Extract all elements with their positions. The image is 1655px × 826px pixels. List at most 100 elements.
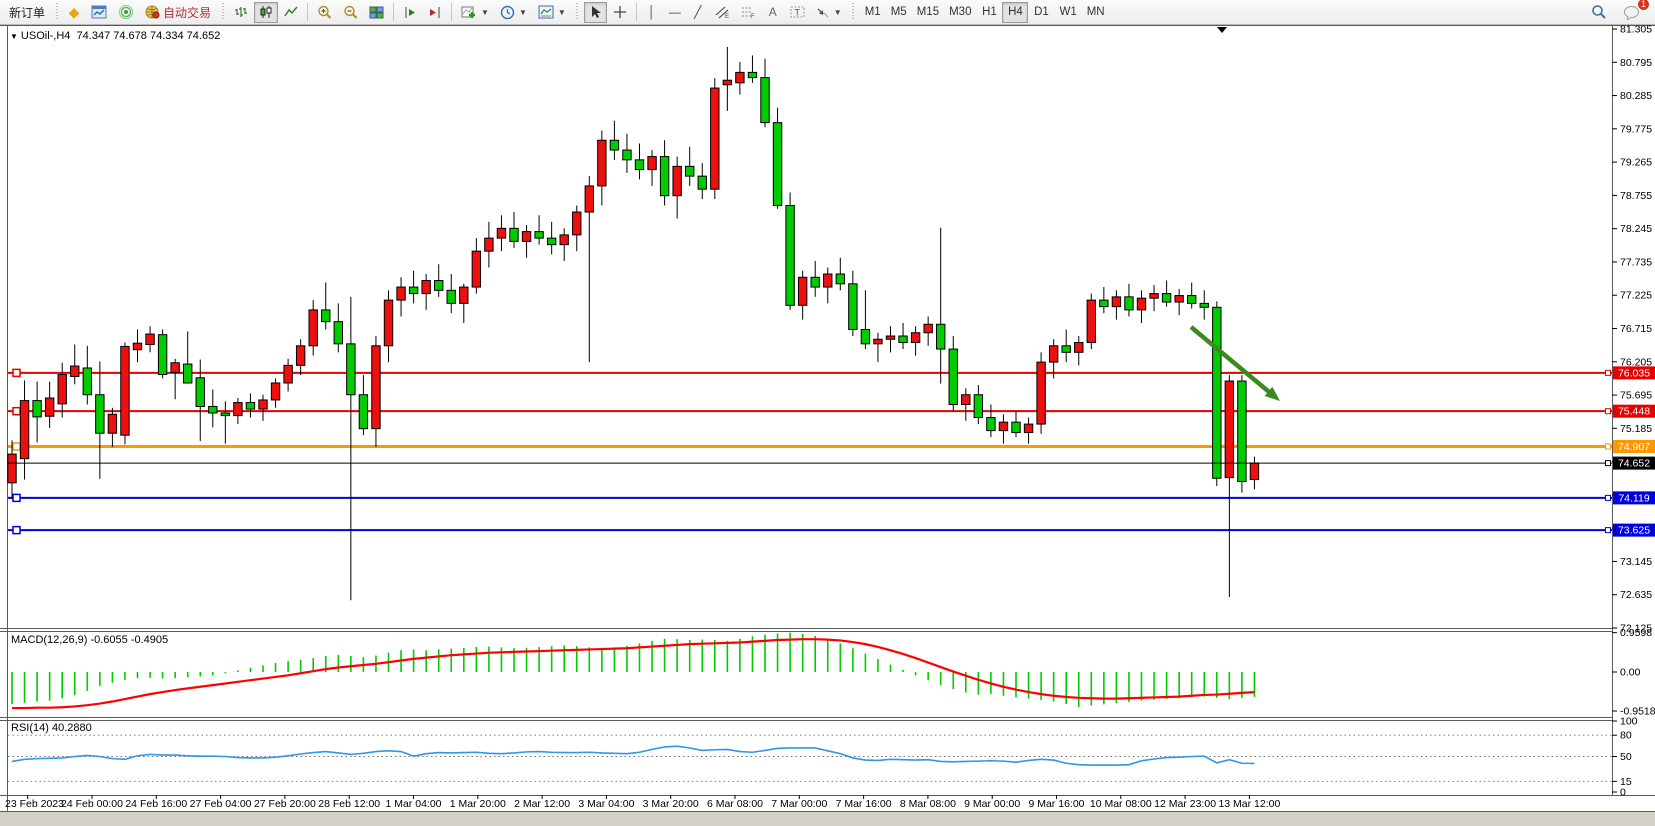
svg-text:2 Mar 12:00: 2 Mar 12:00 [514, 798, 570, 810]
svg-text:7 Mar 00:00: 7 Mar 00:00 [771, 798, 827, 810]
cursor-icon [591, 6, 601, 18]
zoom-in-button[interactable] [312, 2, 337, 23]
svg-text:76.035: 76.035 [1618, 367, 1650, 379]
dropdown-caret-icon: ▼ [833, 7, 842, 17]
svg-text:81.305: 81.305 [1620, 24, 1652, 36]
new-chart-button[interactable] [86, 2, 112, 23]
chat-bubble-icon [1624, 5, 1639, 20]
autotrading-globe-icon [145, 5, 160, 19]
macd-signal-line [12, 638, 1255, 710]
horizontal-line-tool-button[interactable]: — [664, 2, 686, 23]
autotrading-label: 自动交易 [163, 5, 212, 20]
svg-text:79.775: 79.775 [1620, 123, 1652, 135]
hline-handle[interactable] [12, 368, 21, 378]
price-axis[interactable]: 81.305 80.795 80.285 79.775 79.265 78.755 78.2… [1612, 24, 1652, 635]
new-order-button[interactable]: 新订单 [4, 2, 50, 23]
horizontal-line-objects[interactable] [8, 368, 1612, 535]
label-tool-button[interactable]: T [785, 2, 810, 23]
add-indicator-icon [461, 6, 476, 18]
timeframe-button-M5[interactable]: M5 [886, 2, 912, 23]
zoom-out-button[interactable] [338, 2, 363, 23]
svg-text:72.635: 72.635 [1620, 589, 1652, 601]
tile-windows-button[interactable] [364, 2, 389, 23]
ohlc-values: 74.347 74.678 74.334 74.652 [76, 30, 221, 42]
trendline-tool-button[interactable]: ╱ [687, 2, 709, 23]
indicators-button[interactable]: ▼ [456, 2, 494, 23]
timeframe-button-D1[interactable]: D1 [1028, 2, 1054, 23]
arrow-head [1264, 386, 1280, 401]
svg-text:3 Mar 20:00: 3 Mar 20:00 [643, 798, 699, 810]
svg-text:0.9598: 0.9598 [1620, 627, 1652, 639]
fibonacci-icon: F [741, 7, 755, 19]
svg-text:80: 80 [1620, 730, 1632, 742]
line-chart-type-button[interactable] [279, 2, 303, 23]
auto-scroll-button[interactable] [398, 2, 422, 23]
svg-text:76.715: 76.715 [1620, 323, 1652, 335]
hline-handle[interactable] [12, 493, 21, 503]
crosshair-icon [613, 6, 626, 18]
symbols-button[interactable]: ◆ [63, 2, 85, 23]
toolbar-grip [850, 3, 856, 21]
svg-text:78.755: 78.755 [1620, 190, 1652, 202]
macd-indicator-label: MACD(12,26,9) -0.6055 -0.4905 [11, 634, 169, 646]
svg-text:79.265: 79.265 [1620, 157, 1652, 169]
vertical-line-tool-button[interactable]: │ [641, 2, 663, 23]
svg-text:73.625: 73.625 [1618, 525, 1650, 537]
svg-text:75.448: 75.448 [1618, 406, 1650, 418]
timeframe-button-M1[interactable]: M1 [860, 2, 886, 23]
timeframe-button-W1[interactable]: W1 [1054, 2, 1081, 23]
chart-shift-marker[interactable] [1217, 27, 1227, 33]
hline-handle[interactable] [12, 442, 21, 451]
macd-pane: 0.9598 0.00 -0.9518 [11, 627, 1655, 718]
timeframe-button-M30[interactable]: M30 [944, 2, 976, 23]
price-tags: 76.035 75.448 74.907 74.119 73.625 74.652 [1605, 366, 1655, 537]
svg-text:15: 15 [1620, 776, 1632, 788]
autotrading-button[interactable]: 自动交易 [140, 2, 216, 23]
periods-button[interactable]: ▼ [495, 2, 532, 23]
crosshair-tool-button[interactable] [608, 2, 632, 23]
timeframe-button-MN[interactable]: MN [1082, 2, 1110, 23]
toolbar-separator [307, 3, 309, 21]
arrows-tool-button[interactable]: ▼ [811, 2, 847, 23]
symbol-ohlc-label[interactable]: ▼ USOil-,H4 74.347 74.678 74.334 74.652 [10, 30, 220, 42]
fibonacci-tool-button[interactable]: F [736, 2, 761, 23]
templates-button[interactable]: ▼ [533, 2, 571, 23]
search-button[interactable] [1586, 2, 1612, 23]
svg-text:T: T [794, 8, 800, 18]
market-watch-button[interactable] [113, 2, 139, 23]
collapse-triangle-icon[interactable]: ▼ [10, 32, 18, 41]
timeframe-button-H4[interactable]: H4 [1002, 1, 1029, 23]
svg-text:75.185: 75.185 [1620, 423, 1652, 435]
horizontal-line-icon: — [668, 5, 681, 19]
timeframe-button-M15[interactable]: M15 [912, 2, 944, 23]
hline-handle[interactable] [12, 525, 21, 535]
candlestick-chart-type-button[interactable] [254, 1, 279, 23]
pane-borders [0, 25, 1655, 826]
cursor-tool-button[interactable] [583, 1, 607, 23]
svg-text:80.795: 80.795 [1620, 57, 1652, 69]
toolbar-right-group: 1 [1586, 0, 1651, 23]
vertical-line-icon: │ [648, 5, 656, 19]
signal-icon [118, 5, 134, 19]
dropdown-caret-icon: ▼ [557, 7, 566, 17]
channel-tool-button[interactable]: E [710, 2, 735, 23]
text-tool-button[interactable]: A [762, 2, 784, 23]
clock-icon [500, 5, 515, 19]
timeframe-button-H1[interactable]: H1 [976, 2, 1002, 23]
svg-text:0.00: 0.00 [1620, 667, 1641, 679]
chart-shift-button[interactable] [423, 2, 447, 23]
svg-text:0: 0 [1620, 787, 1626, 799]
bar-chart-type-button[interactable] [229, 2, 253, 23]
svg-text:7 Mar 16:00: 7 Mar 16:00 [836, 798, 892, 810]
svg-text:-0.9518: -0.9518 [1620, 706, 1655, 718]
chat-button[interactable]: 1 [1618, 0, 1650, 23]
rsi-levels [8, 734, 1612, 782]
new-order-label: 新订单 [9, 5, 46, 20]
trend-arrow-object[interactable] [1189, 325, 1280, 401]
zoom-out-icon [344, 5, 358, 19]
svg-text:50: 50 [1620, 751, 1632, 763]
search-icon [1592, 5, 1606, 19]
hline-handle[interactable] [12, 406, 21, 416]
